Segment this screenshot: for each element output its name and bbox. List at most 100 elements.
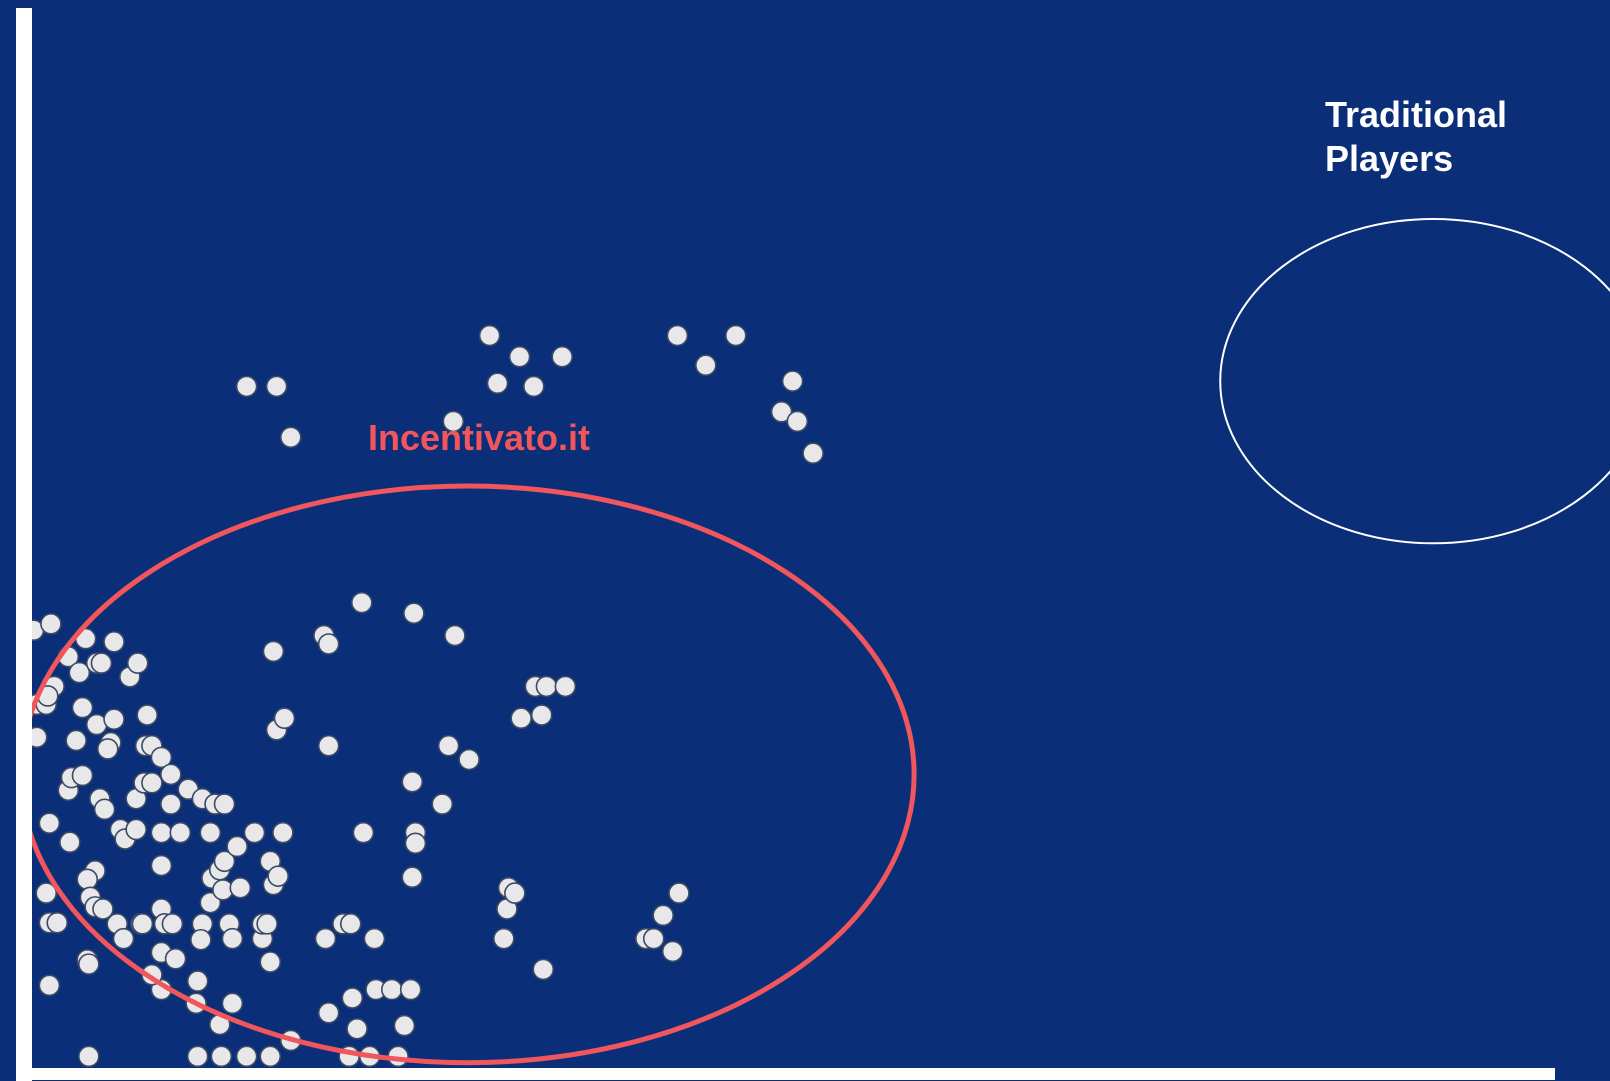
data-point (535, 675, 558, 698)
data-point (403, 602, 425, 625)
data-point (112, 927, 135, 950)
data-point (642, 927, 665, 950)
data-point (802, 442, 824, 465)
data-point (341, 987, 364, 1009)
data-point (141, 772, 163, 794)
data-point (442, 410, 465, 433)
data-point (317, 633, 340, 655)
data-point (221, 992, 244, 1015)
data-point (668, 882, 690, 904)
data-point (267, 865, 289, 887)
data-point (339, 913, 362, 935)
data-point (351, 591, 373, 614)
data-point (401, 866, 424, 889)
data-point (78, 1045, 100, 1068)
data-point (508, 345, 531, 368)
data-point (40, 613, 62, 635)
data-point (199, 821, 222, 844)
data-point (393, 1014, 416, 1037)
data-point (554, 675, 577, 698)
data-point (317, 1002, 340, 1024)
data-point (38, 812, 61, 834)
data-point (213, 793, 236, 815)
data-point (781, 370, 804, 392)
data-point (59, 831, 81, 854)
data-point (770, 401, 793, 423)
data-point (532, 958, 555, 981)
data-point (380, 978, 403, 1001)
data-point (71, 764, 94, 787)
traditional-players-label-line-1: Traditional (1325, 94, 1507, 135)
data-point (226, 835, 248, 858)
data-point (150, 821, 173, 844)
data-point (399, 978, 422, 1001)
y-axis-line (16, 8, 32, 1081)
data-point (213, 850, 236, 873)
data-point (131, 913, 154, 935)
data-point (314, 927, 337, 950)
data-point (265, 375, 288, 398)
data-point (96, 738, 119, 760)
data-point (90, 652, 113, 674)
incentivato-label: Incentivato.it (368, 417, 590, 458)
data-point (279, 426, 302, 449)
data-point (68, 661, 91, 684)
data-point (652, 904, 675, 927)
data-point (235, 375, 258, 398)
data-point (160, 763, 182, 786)
data-point (235, 1045, 258, 1068)
data-point (259, 1045, 282, 1068)
data-point (126, 652, 149, 674)
data-point (76, 868, 99, 891)
data-point (493, 927, 515, 950)
data-point (346, 1017, 368, 1040)
data-point (786, 410, 809, 433)
data-point (186, 1045, 209, 1068)
data-point (504, 882, 526, 904)
data-point (431, 793, 454, 815)
data-point (210, 1045, 233, 1068)
traditional-players-label: Traditional Players (1325, 94, 1517, 179)
data-point (401, 770, 424, 793)
data-point (93, 798, 116, 821)
data-point (444, 624, 466, 647)
data-point (169, 821, 192, 844)
data-point (35, 882, 58, 904)
data-point (458, 748, 480, 771)
data-point (273, 707, 296, 730)
data-point (92, 898, 114, 920)
data-point (486, 372, 509, 395)
data-point (510, 707, 532, 730)
data-point (103, 708, 125, 731)
data-point (65, 729, 87, 752)
data-point (150, 854, 173, 877)
data-point (125, 818, 147, 841)
data-point (661, 940, 684, 963)
data-point (695, 354, 717, 377)
data-point (551, 345, 574, 368)
data-point (164, 948, 187, 970)
data-point (136, 704, 158, 726)
traditional-players-label-line-2: Players (1325, 138, 1453, 179)
data-point (256, 913, 278, 935)
data-point (229, 876, 252, 899)
data-point (103, 631, 125, 653)
data-point (186, 970, 209, 992)
data-point (259, 951, 282, 973)
data-point (150, 746, 173, 769)
x-axis-line (16, 1068, 1555, 1080)
data-point (317, 734, 340, 757)
data-point (478, 324, 501, 347)
data-point (199, 891, 222, 914)
data-point (530, 704, 553, 726)
data-point (272, 821, 294, 844)
data-point (363, 927, 386, 950)
data-point (161, 913, 184, 935)
points-layer (22, 324, 824, 1068)
data-point (71, 696, 94, 719)
data-point (190, 928, 212, 951)
data-point (243, 821, 266, 844)
data-point (160, 793, 182, 815)
traditional-players-ellipse (1219, 217, 1610, 545)
